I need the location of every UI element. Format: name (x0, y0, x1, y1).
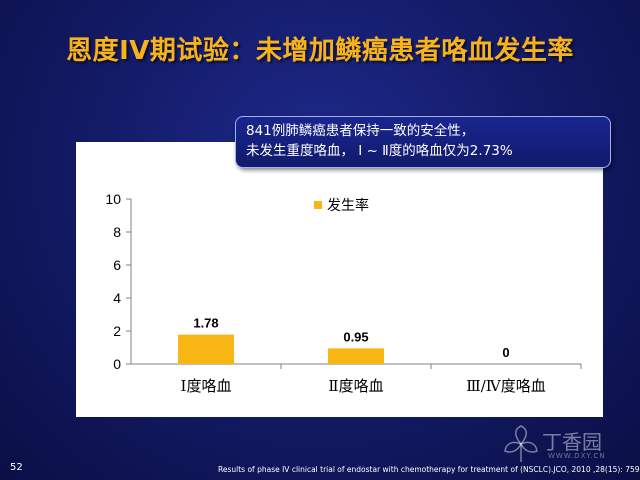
citation-footnote: Results of phase IV clinical trial of en… (218, 465, 640, 474)
y-tick-label: 10 (105, 191, 121, 207)
legend-swatch (314, 201, 322, 209)
legend-label: 发生率 (327, 197, 369, 214)
watermark-text: 丁香园 (542, 430, 602, 454)
bar (328, 348, 384, 364)
y-tick-label: 0 (113, 356, 121, 372)
y-tick-label: 6 (113, 257, 121, 273)
category-label: Ⅰ度咯血 (181, 377, 232, 395)
watermark-url: WWW.DXY.CN (548, 452, 606, 460)
callout-line-1: 841例肺鳞癌患者保持一致的安全性， (246, 123, 475, 139)
category-label: Ⅱ度咯血 (328, 377, 383, 395)
chart-panel: 0 2 4 6 8 10 1.78 Ⅰ度咯血 0.95 Ⅱ度咯血 0 Ⅲ/Ⅳ度咯血 发生率 (76, 142, 603, 417)
watermark: 丁香园 WWW.DXY.CN (500, 424, 630, 464)
callout-box: 841例肺鳞癌患者保持一致的安全性， 未发生重度咯血， Ⅰ ~ Ⅱ度的咯血仅为2… (235, 116, 611, 168)
slide-title: 恩度IV期试验：未增加鳞癌患者咯血发生率 (66, 36, 574, 66)
data-label: 1.78 (193, 316, 218, 331)
data-label: 0.95 (343, 329, 368, 344)
y-tick-label: 8 (113, 224, 121, 240)
flower-logo-icon (504, 425, 538, 462)
y-tick-label: 4 (113, 290, 121, 306)
y-tick-label: 2 (113, 323, 121, 339)
bar (178, 334, 234, 364)
category-label: Ⅲ/Ⅳ度咯血 (466, 377, 546, 395)
data-label: 0 (502, 345, 509, 360)
page-number: 52 (10, 462, 23, 473)
callout-line-2: 未发生重度咯血， Ⅰ ~ Ⅱ度的咯血仅为2.73% (246, 143, 513, 159)
bar-chart: 0 2 4 6 8 10 1.78 Ⅰ度咯血 0.95 Ⅱ度咯血 0 Ⅲ/Ⅳ度咯血 发生率 (105, 191, 582, 395)
